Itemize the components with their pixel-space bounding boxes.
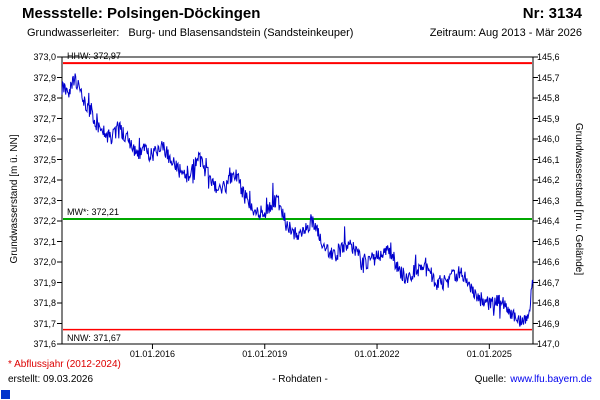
period-label: Zeitraum: Aug 2013 - Mär 2026 bbox=[429, 27, 582, 39]
page-title: Messstelle: Polsingen-Döckingen bbox=[22, 5, 261, 22]
aquifer-line: Grundwasserleiter: Burg- und Blasensands… bbox=[27, 27, 353, 39]
rohdaten-label: - Rohdaten - bbox=[272, 374, 328, 385]
aquifer-label: Grundwasserleiter: bbox=[27, 27, 120, 39]
source-label: Quelle: bbox=[474, 374, 507, 385]
source-link[interactable]: www.lfu.bayern.de bbox=[510, 374, 592, 385]
y-axis-right-title: Grundwasserstand [m u. Gelände] bbox=[573, 122, 584, 276]
station-number: Nr: 3134 bbox=[522, 5, 582, 22]
source-line: Quelle: www.lfu.bayern.de bbox=[475, 374, 592, 385]
aquifer-value: Burg- und Blasensandstein (Sandsteinkeup… bbox=[128, 27, 354, 39]
logo-mark bbox=[1, 390, 10, 399]
created-date: erstellt: 09.03.2026 bbox=[8, 374, 94, 385]
y-axis-left-title: Grundwasserstand [m ü. NN] bbox=[9, 134, 20, 264]
footnote-abflussjahr: * Abflussjahr (2012-2024) bbox=[8, 359, 121, 370]
